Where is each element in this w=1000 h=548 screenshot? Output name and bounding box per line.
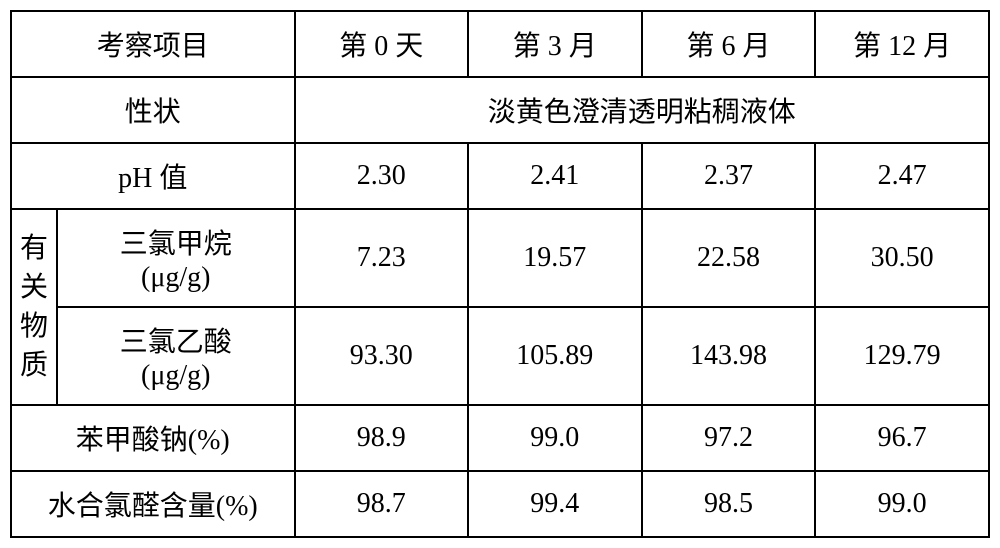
header-item-label: 考察项目 [11, 11, 295, 77]
tca-m3: 105.89 [468, 307, 642, 405]
ph-row: pH 值 2.30 2.41 2.37 2.47 [11, 143, 989, 209]
chloral-hydrate-m6: 98.5 [642, 471, 816, 537]
header-month12: 第 12 月 [815, 11, 989, 77]
header-month3: 第 3 月 [468, 11, 642, 77]
header-month6: 第 6 月 [642, 11, 816, 77]
sodium-benzoate-row: 苯甲酸钠(%) 98.9 99.0 97.2 96.7 [11, 405, 989, 471]
appearance-label: 性状 [11, 77, 295, 143]
group-char-3: 质 [20, 346, 48, 385]
sodium-benzoate-m6: 97.2 [642, 405, 816, 471]
tca-row: 三氯乙酸 (μg/g) 93.30 105.89 143.98 129.79 [11, 307, 989, 405]
group-char-2: 物 [20, 307, 48, 346]
header-day0: 第 0 天 [295, 11, 468, 77]
appearance-row: 性状 淡黄色澄清透明粘稠液体 [11, 77, 989, 143]
related-substances-group-label: 有 关 物 质 [11, 209, 57, 405]
sodium-benzoate-d0: 98.9 [295, 405, 468, 471]
header-row: 考察项目 第 0 天 第 3 月 第 6 月 第 12 月 [11, 11, 989, 77]
chloroform-row: 有 关 物 质 三氯甲烷 (μg/g) 7.23 19.57 22.58 30.… [11, 209, 989, 307]
chloroform-d0: 7.23 [295, 209, 468, 307]
appearance-value: 淡黄色澄清透明粘稠液体 [295, 77, 990, 143]
sodium-benzoate-m12: 96.7 [815, 405, 989, 471]
tca-d0: 93.30 [295, 307, 468, 405]
chloral-hydrate-d0: 98.7 [295, 471, 468, 537]
ph-d0: 2.30 [295, 143, 468, 209]
chloral-hydrate-m12: 99.0 [815, 471, 989, 537]
group-char-0: 有 [20, 229, 48, 268]
chloroform-m12: 30.50 [815, 209, 989, 307]
tca-m12: 129.79 [815, 307, 989, 405]
chloral-hydrate-row: 水合氯醛含量(%) 98.7 99.4 98.5 99.0 [11, 471, 989, 537]
sodium-benzoate-label: 苯甲酸钠(%) [11, 405, 295, 471]
tca-label-line2: (μg/g) [66, 360, 285, 392]
chloral-hydrate-label: 水合氯醛含量(%) [11, 471, 295, 537]
chloroform-m6: 22.58 [642, 209, 816, 307]
stability-data-table: 考察项目 第 0 天 第 3 月 第 6 月 第 12 月 性状 淡黄色澄清透明… [10, 10, 990, 538]
chloral-hydrate-m3: 99.4 [468, 471, 642, 537]
chloroform-label: 三氯甲烷 (μg/g) [57, 209, 294, 307]
chloroform-label-line2: (μg/g) [66, 262, 285, 294]
group-char-1: 关 [20, 268, 48, 307]
tca-label: 三氯乙酸 (μg/g) [57, 307, 294, 405]
ph-m12: 2.47 [815, 143, 989, 209]
ph-m6: 2.37 [642, 143, 816, 209]
sodium-benzoate-m3: 99.0 [468, 405, 642, 471]
chloroform-m3: 19.57 [468, 209, 642, 307]
ph-m3: 2.41 [468, 143, 642, 209]
chloroform-label-line1: 三氯甲烷 [66, 222, 285, 262]
ph-label: pH 值 [11, 143, 295, 209]
tca-m6: 143.98 [642, 307, 816, 405]
tca-label-line1: 三氯乙酸 [66, 320, 285, 360]
